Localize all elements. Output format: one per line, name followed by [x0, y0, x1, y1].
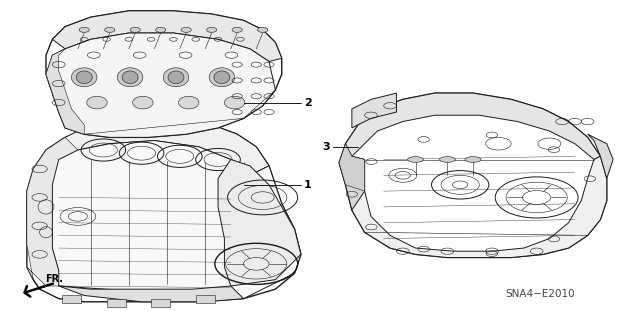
Bar: [62, 295, 81, 303]
Ellipse shape: [72, 68, 97, 87]
Circle shape: [104, 27, 115, 33]
Circle shape: [130, 27, 140, 33]
Ellipse shape: [225, 96, 245, 109]
Ellipse shape: [163, 68, 189, 87]
Polygon shape: [339, 144, 365, 191]
Ellipse shape: [132, 96, 153, 109]
Ellipse shape: [168, 71, 184, 84]
Ellipse shape: [179, 96, 199, 109]
Circle shape: [181, 27, 191, 33]
Ellipse shape: [440, 157, 456, 162]
Ellipse shape: [408, 157, 424, 162]
Polygon shape: [352, 156, 607, 257]
Polygon shape: [46, 122, 269, 172]
Polygon shape: [588, 134, 613, 178]
Text: 2: 2: [304, 98, 312, 108]
Polygon shape: [352, 93, 396, 128]
Circle shape: [79, 27, 90, 33]
Circle shape: [156, 27, 166, 33]
Polygon shape: [46, 33, 275, 137]
Ellipse shape: [117, 68, 143, 87]
Bar: [106, 299, 125, 307]
Text: 3: 3: [322, 142, 330, 152]
Polygon shape: [339, 156, 365, 210]
Polygon shape: [52, 141, 301, 299]
Polygon shape: [52, 11, 282, 62]
Ellipse shape: [122, 71, 138, 84]
Polygon shape: [27, 137, 78, 289]
Text: 1: 1: [304, 180, 312, 190]
Ellipse shape: [214, 71, 230, 84]
Ellipse shape: [87, 96, 107, 109]
Ellipse shape: [76, 71, 92, 84]
Polygon shape: [27, 122, 301, 302]
Bar: [196, 295, 215, 303]
Polygon shape: [46, 49, 84, 134]
Polygon shape: [59, 286, 244, 302]
Ellipse shape: [209, 68, 235, 87]
Circle shape: [207, 27, 217, 33]
Polygon shape: [46, 11, 282, 137]
Circle shape: [257, 27, 268, 33]
Ellipse shape: [465, 157, 481, 162]
Circle shape: [232, 27, 243, 33]
Text: FR.: FR.: [45, 274, 63, 285]
Text: SNA4−E2010: SNA4−E2010: [505, 289, 575, 299]
Polygon shape: [339, 93, 607, 257]
Polygon shape: [218, 160, 301, 286]
Bar: [151, 299, 170, 307]
Polygon shape: [346, 93, 600, 160]
